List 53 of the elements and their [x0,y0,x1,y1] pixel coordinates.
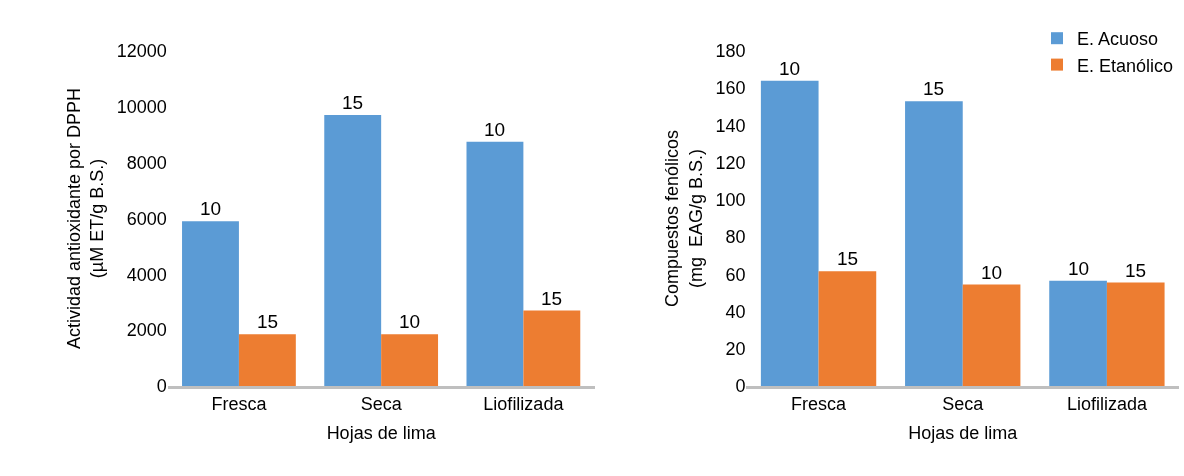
y-axis-title: Actividad antioxidante por DPPH (µM ET/g B.S.) [63,87,107,350]
bar [238,334,296,387]
legend-label: E. Acuoso [1077,29,1159,50]
x-axis-title: Hojas de lima [326,423,437,444]
annotation: 15 [342,92,364,113]
y-tick-label: 100 [715,190,746,211]
y-axis-title: Compuestos fenólicos (mg EAG/g B.S.) [662,129,706,307]
annotation: 10 [484,119,506,140]
x-tick-label: Seca [942,394,985,415]
annotation: 15 [837,248,859,269]
y-tick-label: 40 [725,301,746,322]
y-tick-label: 6000 [126,208,167,229]
annotation: 10 [779,58,801,79]
bar [1049,280,1107,387]
bar [818,271,877,387]
annotation: 15 [541,288,563,309]
x-tick-label: Liofilizada [1066,394,1148,415]
annotation: 10 [981,262,1003,283]
y-tick-label: 0 [735,376,746,397]
x-tick-label: Fresca [211,394,268,415]
annotation: 10 [399,311,421,332]
y-tick-label: 80 [725,227,746,248]
y-tick-label: 2000 [126,320,167,341]
annotation: 10 [1068,258,1090,279]
legend-label: E. Etanólico [1077,55,1174,76]
bar [760,80,819,387]
bar [466,141,524,387]
annotation: 15 [923,78,945,99]
bar [905,101,963,387]
x-tick-label: Liofilizada [483,394,565,415]
bar [182,221,239,387]
y-tick-label: 60 [725,264,746,285]
bar [1106,282,1165,387]
bar [523,310,581,387]
y-tick-label: 160 [715,78,746,99]
y-tick-label: 180 [715,41,746,62]
y-tick-label: 10000 [116,97,167,118]
y-tick-label: 4000 [126,264,167,285]
x-axis-title: Hojas de lima [908,423,1019,444]
y-tick-label: 8000 [126,152,167,173]
bar [962,284,1021,387]
x-tick-label: Seca [360,394,403,415]
y-tick-label: 120 [715,152,746,173]
annotation: 15 [257,311,279,332]
x-tick-label: Fresca [791,394,848,415]
annotation: 15 [1125,260,1147,281]
y-tick-label: 20 [725,339,746,360]
y-tick-label: 0 [156,376,167,397]
bar [324,115,382,387]
annotation: 10 [200,198,222,219]
bar [381,334,439,387]
y-tick-label: 12000 [116,41,167,62]
y-tick-label: 140 [715,115,746,136]
